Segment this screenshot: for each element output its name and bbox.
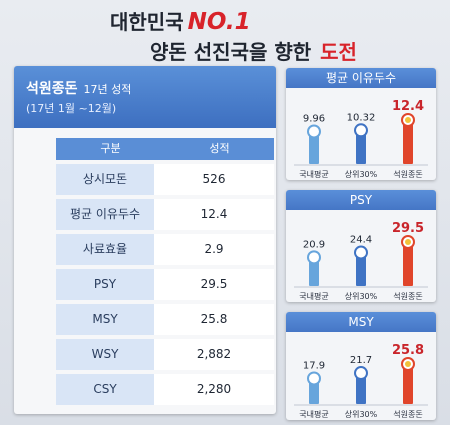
category-label: 상위30% [345, 291, 378, 301]
table-row: PSY 29.5 [56, 269, 274, 300]
headline-line-1: 대한민국 NO.1 [110, 6, 251, 35]
row-label: 평균 이유두수 [56, 199, 154, 230]
value-label: 12.4 [392, 99, 424, 114]
chart-bar [403, 120, 413, 164]
bar-cap-dot [405, 361, 411, 367]
row-value: 2,882 [154, 339, 274, 370]
performance-table: 구분 성적 상시모돈 526 평균 이유두수 12.4 사료효율 2.9 PSY… [56, 138, 274, 405]
bar-cap-dot [405, 239, 411, 245]
row-label: MSY [56, 304, 154, 335]
row-value: 526 [154, 164, 274, 195]
headline-line-2-prefix: 양돈 선진국을 향한 [150, 40, 312, 64]
value-label: 29.5 [392, 221, 424, 236]
msy-plot: 17.9 국내평균 21.7 상위30% 25.8 석원종돈 [294, 343, 428, 419]
row-label: 사료효율 [56, 234, 154, 265]
value-label: 21.7 [350, 355, 372, 366]
chart-bar [309, 257, 319, 286]
value-label: 24.4 [350, 235, 372, 246]
chart-bar [356, 373, 366, 404]
chart-bar [356, 130, 366, 164]
bar-cap-dot [405, 117, 411, 123]
category-label: 상위30% [345, 169, 378, 179]
psy-plot: 20.9 국내평균 24.4 상위30% 29.5 석원종돈 [294, 221, 428, 301]
row-value: 29.5 [154, 269, 274, 300]
table-row: 사료효율 2.9 [56, 234, 274, 265]
bar-cap [307, 124, 321, 139]
table-header: 구분 성적 [56, 138, 274, 160]
category-label: 국내평균 [299, 291, 328, 301]
bar-cap [354, 366, 368, 381]
category-label: 국내평균 [299, 409, 328, 419]
value-label: 25.8 [392, 343, 424, 358]
category-label: 국내평균 [299, 169, 328, 179]
performance-period: (17년 1월 ~12월) [26, 102, 117, 115]
chart-bar [309, 131, 319, 164]
farm-name: 석원종돈 [26, 81, 78, 97]
chart-bar [403, 242, 413, 286]
category-label: 석원종돈 [393, 169, 422, 179]
row-value: 2.9 [154, 234, 274, 265]
chart-bar [356, 252, 366, 286]
weaned-piglets-plot: 9.96 국내평균 10.32 상위30% 12.4 석원종돈 [294, 99, 428, 179]
msy-chart: MSY 17.9 국내평균 21.7 상위30% 25.8 석원종돈 [286, 312, 436, 420]
category-label: 상위30% [345, 409, 378, 419]
title-suffix: 17년 성적 [83, 83, 132, 96]
chart-title: MSY [286, 312, 436, 332]
row-label: 상시모돈 [56, 164, 154, 195]
table-row: 평균 이유두수 12.4 [56, 199, 274, 230]
value-label: 20.9 [303, 239, 325, 250]
bar-cap [354, 245, 368, 260]
header-result: 성적 [209, 142, 230, 155]
bar-cap [354, 123, 368, 138]
psy-chart: PSY 20.9 국내평균 24.4 상위30% 29.5 석원종돈 [286, 190, 436, 302]
table-row: WSY 2,882 [56, 339, 274, 370]
performance-panel: 석원종돈 17년 성적 (17년 1월 ~12월) 구분 성적 상시모돈 526 … [14, 66, 276, 414]
table-row: MSY 25.8 [56, 304, 274, 335]
row-value: 25.8 [154, 304, 274, 335]
table-row: CSY 2,280 [56, 374, 274, 405]
row-value: 2,280 [154, 374, 274, 405]
bar-cap [307, 371, 321, 386]
row-label: PSY [56, 269, 154, 300]
performance-title: 석원종돈 17년 성적 [26, 78, 131, 98]
weaned-piglets-chart: 평균 이유두수 9.96 국내평균 10.32 상위30% 12.4 석원종돈 [286, 68, 436, 180]
value-label: 10.32 [347, 112, 376, 123]
table-row: 상시모돈 526 [56, 164, 274, 195]
category-label: 석원종돈 [393, 291, 422, 301]
value-label: 9.96 [303, 113, 325, 124]
performance-header: 석원종돈 17년 성적 (17년 1월 ~12월) [14, 66, 276, 128]
category-label: 석원종돈 [393, 409, 422, 419]
value-label: 17.9 [303, 360, 325, 371]
row-label: CSY [56, 374, 154, 405]
chart-bar [403, 364, 413, 404]
bar-cap [307, 250, 321, 265]
headline-line-2-accent: 도전 [320, 40, 357, 64]
headline-line-1-accent: NO.1 [187, 9, 251, 35]
header-category: 구분 [100, 142, 121, 155]
headline-line-2: 양돈 선진국을 향한 도전 [150, 36, 357, 65]
row-label: WSY [56, 339, 154, 370]
headline-line-1-prefix: 대한민국 [110, 10, 184, 34]
row-value: 12.4 [154, 199, 274, 230]
chart-title: 평균 이유두수 [286, 68, 436, 88]
headline: 대한민국 NO.1 양돈 선진국을 향한 도전 [90, 6, 430, 64]
chart-title: PSY [286, 190, 436, 210]
